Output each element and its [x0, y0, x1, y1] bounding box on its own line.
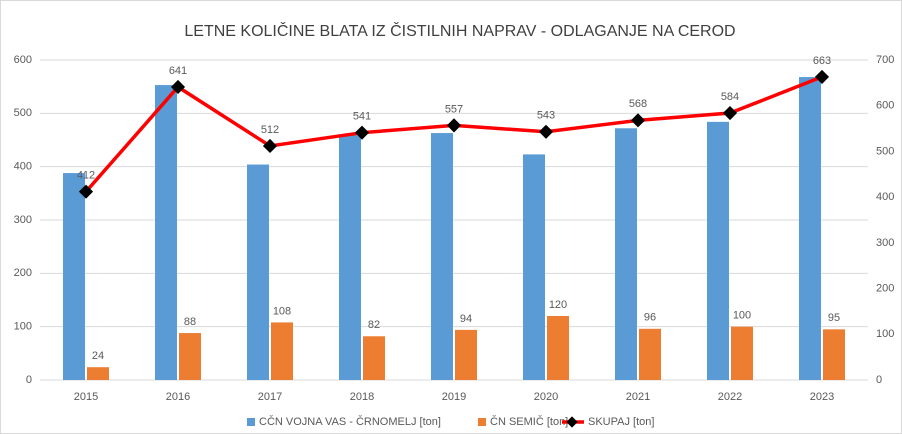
legend-label: ČN SEMIČ [ton]: [490, 415, 568, 428]
bar: [615, 128, 637, 380]
x-tick-label: 2023: [810, 391, 834, 403]
data-label: 24: [92, 350, 104, 362]
y2-tick-label: 200: [876, 282, 894, 294]
y2-tick-label: 600: [876, 100, 894, 112]
legend-label: CČN VOJNA VAS - ČRNOMELJ [ton]: [259, 415, 441, 428]
y2-tick-label: 0: [876, 374, 882, 386]
bar: [339, 135, 361, 380]
line-marker: [538, 124, 554, 139]
data-label: 120: [549, 299, 567, 311]
x-tick-label: 2017: [258, 391, 282, 403]
data-label: 108: [273, 305, 291, 317]
line-marker: [814, 69, 830, 84]
bar: [823, 329, 845, 380]
data-label: 568: [629, 98, 647, 110]
bar: [271, 322, 293, 380]
bar: [179, 333, 201, 380]
bar: [731, 326, 753, 380]
y-tick-label: 200: [14, 267, 32, 279]
bar: [639, 328, 661, 380]
line-marker: [446, 118, 462, 133]
y-tick-label: 300: [14, 214, 32, 226]
bar: [707, 121, 729, 380]
legend-swatch: [478, 418, 486, 426]
line-marker: [630, 113, 646, 128]
bar: [523, 154, 545, 380]
bar: [799, 77, 821, 381]
data-label: 96: [644, 312, 656, 324]
data-label: 584: [721, 91, 739, 103]
bar: [87, 367, 109, 380]
data-label: 95: [828, 312, 840, 324]
legend-label: SKUPAJ [ton]: [588, 416, 654, 428]
data-label: 543: [537, 110, 555, 122]
legend-swatch-marker: [566, 416, 578, 428]
x-tick-label: 2020: [534, 391, 558, 403]
y-tick-label: 500: [14, 107, 32, 119]
data-label: 94: [460, 313, 472, 325]
data-label: 88: [184, 316, 196, 328]
data-label: 557: [445, 103, 463, 115]
line-marker: [722, 105, 738, 121]
x-tick-label: 2018: [350, 391, 374, 403]
data-label: 663: [813, 55, 831, 67]
data-label: 82: [368, 319, 380, 331]
data-label: 512: [261, 124, 279, 136]
x-tick-label: 2016: [166, 391, 190, 403]
x-tick-label: 2022: [718, 391, 742, 403]
y2-tick-label: 500: [876, 145, 894, 157]
x-tick-label: 2019: [442, 391, 466, 403]
line-marker: [262, 138, 278, 154]
bar: [247, 164, 269, 380]
chart-title: LETNE KOLIČINE BLATA IZ ČISTILNIH NAPRAV…: [184, 21, 735, 40]
y-tick-label: 0: [26, 374, 32, 386]
bar: [547, 316, 569, 380]
bar: [155, 85, 177, 381]
data-label: 100: [733, 310, 751, 322]
x-tick-label: 2021: [626, 391, 650, 403]
y2-tick-label: 300: [876, 237, 894, 249]
y2-tick-label: 400: [876, 191, 894, 203]
y2-tick-label: 700: [876, 54, 894, 66]
data-label: 641: [169, 65, 187, 77]
y2-tick-label: 100: [876, 328, 894, 340]
bar: [63, 173, 85, 380]
line-marker: [354, 125, 370, 140]
y-tick-label: 600: [14, 54, 32, 66]
legend-swatch: [247, 418, 255, 426]
bar: [431, 133, 453, 380]
y-tick-label: 100: [14, 321, 32, 333]
data-label: 412: [77, 170, 95, 182]
bar: [363, 336, 385, 380]
data-label: 541: [353, 111, 371, 123]
bar: [455, 329, 477, 380]
x-tick-label: 2015: [74, 391, 98, 403]
y-tick-label: 400: [14, 161, 32, 173]
